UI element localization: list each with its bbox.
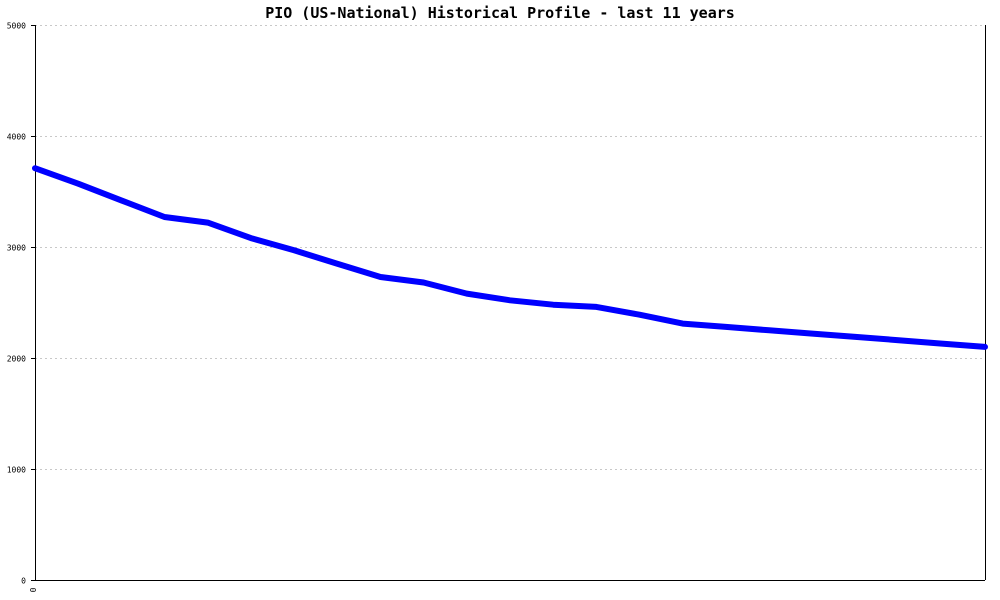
x-tick-label-0: 0 [29, 587, 38, 592]
chart-title: PIO (US-National) Historical Profile - l… [265, 4, 735, 22]
y-tick-label-0: 0 [21, 577, 26, 586]
y-tick-label-5000: 5000 [7, 22, 26, 31]
series-layer [32, 165, 988, 350]
series-line-0 [32, 165, 988, 350]
label-layer: 0 1000 2000 3000 4000 5000 0 [7, 22, 38, 593]
y-tick-label-3000: 3000 [7, 244, 26, 253]
axis-layer [31, 25, 986, 581]
y-tick-label-1000: 1000 [7, 466, 26, 475]
grid-layer [35, 25, 985, 470]
y-tick-label-2000: 2000 [7, 355, 26, 364]
y-tick-label-4000: 4000 [7, 133, 26, 142]
